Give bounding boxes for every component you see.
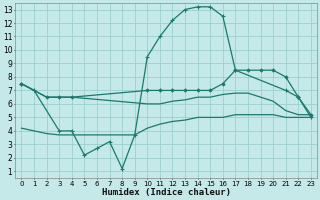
X-axis label: Humidex (Indice chaleur): Humidex (Indice chaleur): [102, 188, 231, 197]
